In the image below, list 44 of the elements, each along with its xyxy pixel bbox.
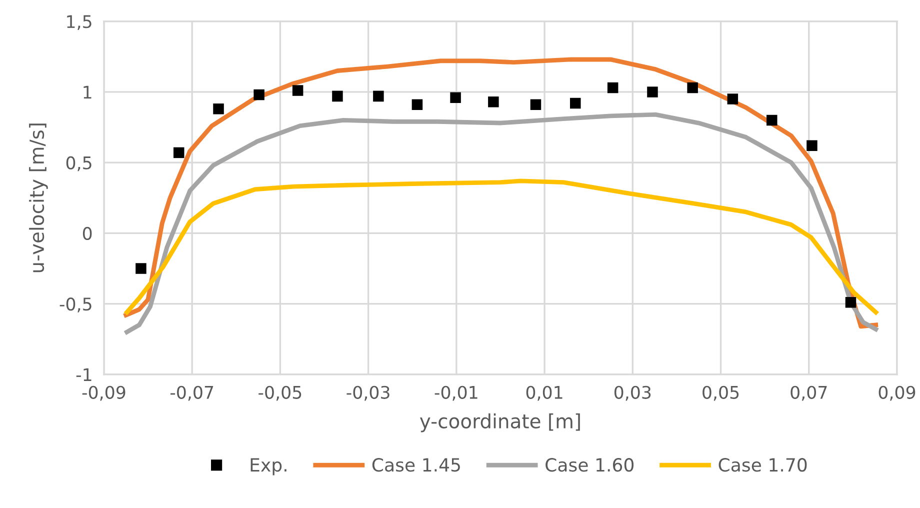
legend-label: Exp.: [250, 458, 286, 476]
y-tick-label: -1: [76, 368, 92, 381]
point: [136, 263, 146, 274]
point: [488, 96, 499, 108]
point: [450, 92, 461, 103]
x-tick-label: -0,03: [346, 386, 390, 401]
x-tick-label: -0,05: [258, 386, 302, 401]
point: [292, 85, 304, 96]
x-axis-title: y-coordinate [m]: [420, 413, 580, 432]
point: [254, 89, 264, 100]
x-tick-label: -0,09: [82, 386, 126, 401]
legend-label: Case 1.60: [546, 458, 634, 472]
x-tick-label: 0,09: [878, 386, 916, 401]
point: [530, 99, 542, 110]
point: [806, 140, 818, 151]
y-tick-label: 1: [84, 86, 92, 99]
point: [687, 82, 698, 94]
x-tick-label: -0,07: [170, 386, 214, 401]
y-tick-label: 0,5: [66, 156, 92, 172]
y-tick-label: -0,5: [60, 297, 92, 312]
point: [766, 114, 778, 126]
point: [173, 147, 184, 158]
line-series: [124, 112, 878, 334]
line-series: [124, 178, 878, 314]
point: [332, 90, 343, 102]
point: [727, 94, 738, 104]
line-series: [124, 57, 878, 329]
y-tick-label: 0: [82, 226, 92, 240]
point: [373, 90, 384, 102]
legend-label: Case 1.45: [372, 458, 460, 472]
y-axis-title: u-velocity [m/s]: [29, 124, 48, 272]
point: [412, 99, 423, 110]
y-tick-label: 1,5: [67, 15, 92, 30]
point: [607, 82, 618, 94]
point: [570, 98, 581, 109]
point: [845, 296, 856, 308]
x-tick-label: 0,07: [790, 386, 827, 401]
point: [213, 104, 224, 114]
legend-label: Case 1.70: [718, 458, 807, 472]
x-tick-label: -0,01: [434, 386, 478, 401]
x-tick-label: 0,03: [614, 386, 651, 401]
point: [647, 86, 658, 98]
x-tick-label: 0,01: [526, 386, 562, 401]
x-tick-label: 0,05: [702, 386, 739, 401]
